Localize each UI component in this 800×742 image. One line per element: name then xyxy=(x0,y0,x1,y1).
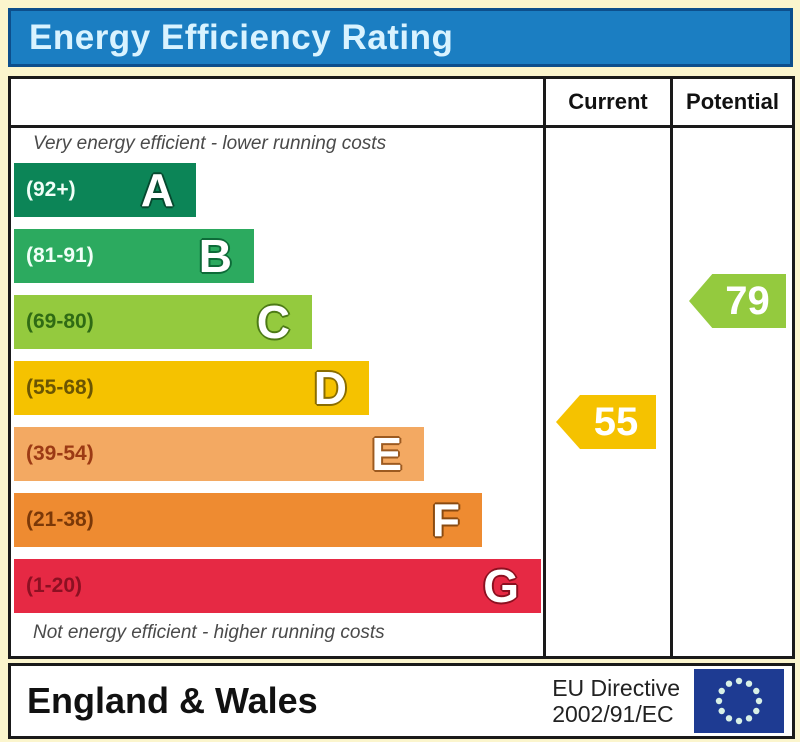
page-title: Energy Efficiency Rating xyxy=(29,17,454,57)
band-a-letter: A xyxy=(140,164,174,216)
current-marker: 55 xyxy=(556,395,656,449)
eu-directive-text: EU Directive 2002/91/EC xyxy=(552,675,680,728)
footer-bar: England & Wales EU Directive 2002/91/EC xyxy=(8,663,795,739)
band-g-range: (1-20) xyxy=(26,574,83,597)
band-b: (81-91) B xyxy=(14,229,254,283)
band-e-range: (39-54) xyxy=(26,442,94,465)
current-value: 55 xyxy=(593,399,639,444)
band-c-range: (69-80) xyxy=(26,310,94,333)
band-a-range: (92+) xyxy=(26,178,76,201)
note-efficient: Very energy efficient - lower running co… xyxy=(33,133,387,154)
band-f-letter: F xyxy=(431,494,460,546)
header-current: Current xyxy=(568,89,648,114)
band-e-letter: E xyxy=(371,428,402,480)
column-divider-potential xyxy=(670,79,673,656)
note-not-efficient: Not energy efficient - higher running co… xyxy=(33,622,385,643)
band-d-letter: D xyxy=(313,362,347,414)
band-d-range: (55-68) xyxy=(26,376,94,399)
band-c: (69-80) C xyxy=(14,295,312,349)
title-banner: Energy Efficiency Rating xyxy=(8,8,793,67)
eu-directive-line2: 2002/91/EC xyxy=(552,701,674,727)
band-g-letter: G xyxy=(483,560,519,612)
band-f-range: (21-38) xyxy=(26,508,94,531)
band-b-letter: B xyxy=(198,230,232,282)
potential-marker: 79 xyxy=(689,274,786,328)
band-c-letter: C xyxy=(256,296,290,348)
eu-flag-icon xyxy=(694,669,784,733)
band-g: (1-20) G xyxy=(14,559,541,613)
region-label: England & Wales xyxy=(27,680,318,721)
potential-value: 79 xyxy=(725,278,770,323)
band-b-range: (81-91) xyxy=(26,244,94,267)
band-a: (92+) A xyxy=(14,163,196,217)
band-d: (55-68) D xyxy=(14,361,369,415)
rating-table: Current Potential Very energy efficient … xyxy=(8,76,795,659)
column-divider-current xyxy=(543,79,546,656)
header-divider xyxy=(11,125,792,128)
band-f: (21-38) F xyxy=(14,493,482,547)
band-e: (39-54) E xyxy=(14,427,424,481)
eu-directive-line1: EU Directive xyxy=(552,674,680,701)
header-potential: Potential xyxy=(686,89,779,114)
